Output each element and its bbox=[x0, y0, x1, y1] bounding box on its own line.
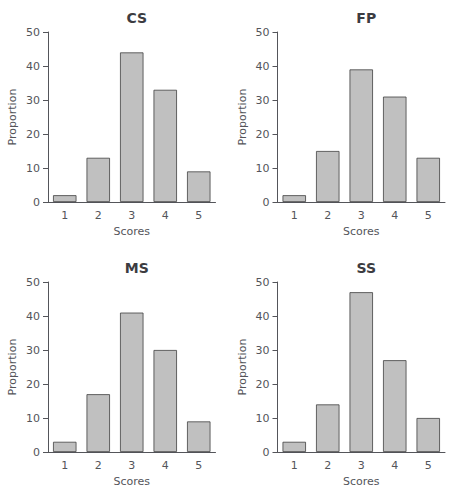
svg-text:2: 2 bbox=[95, 209, 102, 222]
svg-text:30: 30 bbox=[256, 94, 270, 107]
svg-text:MS: MS bbox=[125, 260, 149, 276]
svg-text:0: 0 bbox=[263, 196, 270, 209]
svg-text:3: 3 bbox=[128, 459, 135, 472]
svg-text:1: 1 bbox=[61, 459, 68, 472]
svg-text:2: 2 bbox=[95, 459, 102, 472]
svg-text:Scores: Scores bbox=[343, 225, 380, 238]
svg-text:20: 20 bbox=[26, 378, 40, 391]
svg-text:Scores: Scores bbox=[343, 475, 380, 488]
svg-text:4: 4 bbox=[162, 209, 169, 222]
svg-text:SS: SS bbox=[356, 260, 376, 276]
svg-text:40: 40 bbox=[26, 310, 40, 323]
svg-text:30: 30 bbox=[26, 344, 40, 357]
svg-text:10: 10 bbox=[256, 412, 270, 425]
svg-text:20: 20 bbox=[256, 378, 270, 391]
svg-text:50: 50 bbox=[26, 26, 40, 39]
svg-text:4: 4 bbox=[391, 209, 398, 222]
svg-text:5: 5 bbox=[425, 459, 432, 472]
svg-text:5: 5 bbox=[195, 209, 202, 222]
svg-text:FP: FP bbox=[356, 10, 376, 26]
svg-text:Proportion: Proportion bbox=[6, 339, 19, 396]
svg-text:20: 20 bbox=[26, 128, 40, 141]
svg-text:5: 5 bbox=[195, 459, 202, 472]
svg-text:50: 50 bbox=[256, 26, 270, 39]
svg-text:1: 1 bbox=[291, 459, 298, 472]
svg-text:50: 50 bbox=[26, 276, 40, 289]
svg-text:10: 10 bbox=[26, 162, 40, 175]
svg-text:3: 3 bbox=[358, 209, 365, 222]
svg-text:3: 3 bbox=[358, 459, 365, 472]
svg-text:1: 1 bbox=[291, 209, 298, 222]
svg-text:0: 0 bbox=[33, 196, 40, 209]
svg-text:Scores: Scores bbox=[113, 475, 150, 488]
svg-text:10: 10 bbox=[256, 162, 270, 175]
svg-text:30: 30 bbox=[256, 344, 270, 357]
svg-text:20: 20 bbox=[256, 128, 270, 141]
svg-text:2: 2 bbox=[324, 209, 331, 222]
svg-text:4: 4 bbox=[391, 459, 398, 472]
svg-text:40: 40 bbox=[26, 60, 40, 73]
svg-text:Scores: Scores bbox=[113, 225, 150, 238]
svg-text:5: 5 bbox=[425, 209, 432, 222]
svg-text:Proportion: Proportion bbox=[236, 339, 249, 396]
svg-text:40: 40 bbox=[256, 310, 270, 323]
svg-text:3: 3 bbox=[128, 209, 135, 222]
svg-text:Proportion: Proportion bbox=[6, 89, 19, 146]
svg-text:40: 40 bbox=[256, 60, 270, 73]
svg-text:0: 0 bbox=[33, 446, 40, 459]
svg-text:Proportion: Proportion bbox=[236, 89, 249, 146]
svg-text:4: 4 bbox=[162, 459, 169, 472]
svg-text:10: 10 bbox=[26, 412, 40, 425]
svg-text:CS: CS bbox=[126, 10, 147, 26]
svg-text:2: 2 bbox=[324, 459, 331, 472]
svg-text:30: 30 bbox=[26, 94, 40, 107]
svg-text:1: 1 bbox=[61, 209, 68, 222]
svg-text:0: 0 bbox=[263, 446, 270, 459]
svg-text:50: 50 bbox=[256, 276, 270, 289]
